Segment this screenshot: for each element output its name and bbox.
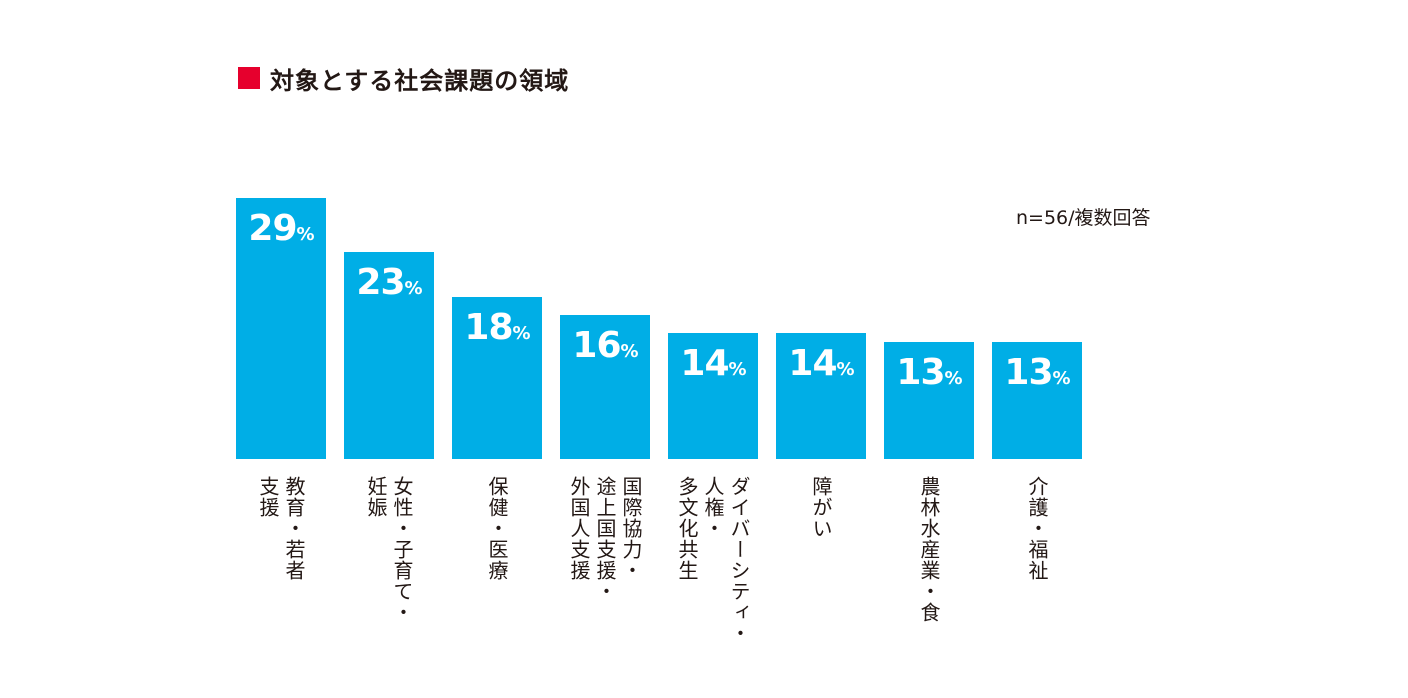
bar-7: [884, 342, 974, 459]
category-label-line: 妊娠: [364, 476, 388, 518]
bar-8: [992, 342, 1082, 459]
bar-value-label: 23%: [344, 262, 434, 303]
category-label-line: 支援: [256, 476, 280, 518]
category-label: 女性・子育て・ 妊娠: [344, 476, 434, 623]
bar-value-number: 29: [248, 208, 297, 249]
category-label: 国際協力・ 途上国支援・ 外国人支援: [560, 476, 650, 602]
category-label: 介護・福祉: [992, 476, 1082, 581]
bar-value-percent: %: [944, 368, 963, 389]
category-label-line: ダイバーシティ・: [727, 476, 751, 644]
category-label-line: 国際協力・: [619, 476, 643, 581]
chart-title: 対象とする社会課題の領域: [238, 60, 569, 96]
category-label-line: 女性・子育て・: [390, 476, 414, 623]
bar-value-percent: %: [836, 359, 855, 380]
bar-6: [776, 333, 866, 459]
bar-value-number: 23: [356, 262, 405, 303]
bar-value-number: 14: [788, 343, 837, 384]
category-label: ダイバーシティ・ 人権・ 多文化共生: [668, 476, 758, 644]
bar-1: [236, 198, 326, 459]
category-label: 教育・若者 支援: [236, 476, 326, 581]
bar-3: [452, 297, 542, 459]
bar-value-number: 16: [572, 325, 621, 366]
bar-4: [560, 315, 650, 459]
category-label: 農林水産業・食: [884, 476, 974, 623]
bar-value-percent: %: [512, 323, 531, 344]
title-marker-icon: [238, 67, 260, 89]
bar-value-percent: %: [404, 278, 423, 299]
bar-value-label: 13%: [884, 352, 974, 393]
bar-value-number: 13: [896, 352, 945, 393]
bar-value-label: 14%: [776, 343, 866, 384]
category-label: 保健・医療: [452, 476, 542, 581]
bar-value-number: 13: [1004, 352, 1053, 393]
bar-5: [668, 333, 758, 459]
category-label-line: 多文化共生: [675, 476, 699, 581]
category-label-line: 障がい: [809, 476, 833, 539]
chart-title-text: 対象とする社会課題の領域: [270, 66, 570, 95]
bar-value-percent: %: [1052, 368, 1071, 389]
bar-value-label: 18%: [452, 307, 542, 348]
sample-note: n=56/複数回答: [1016, 207, 1151, 229]
bar-value-label: 14%: [668, 343, 758, 384]
bar-value-label: 16%: [560, 325, 650, 366]
bar-value-label: 29%: [236, 208, 326, 249]
bar-2: [344, 252, 434, 459]
category-label-line: 介護・福祉: [1025, 476, 1049, 581]
category-label-line: 外国人支援: [567, 476, 591, 581]
category-label-line: 人権・: [701, 476, 725, 539]
bar-value-percent: %: [296, 224, 315, 245]
bar-value-percent: %: [620, 341, 639, 362]
category-label: 障がい: [776, 476, 866, 539]
category-label-line: 農林水産業・食: [917, 476, 941, 623]
bar-value-number: 18: [464, 307, 513, 348]
category-label-line: 保健・医療: [485, 476, 509, 581]
category-label-line: 教育・若者: [282, 476, 306, 581]
bar-value-number: 14: [680, 343, 729, 384]
category-label-line: 途上国支援・: [593, 476, 617, 602]
bar-value-percent: %: [728, 359, 747, 380]
bar-value-label: 13%: [992, 352, 1082, 393]
